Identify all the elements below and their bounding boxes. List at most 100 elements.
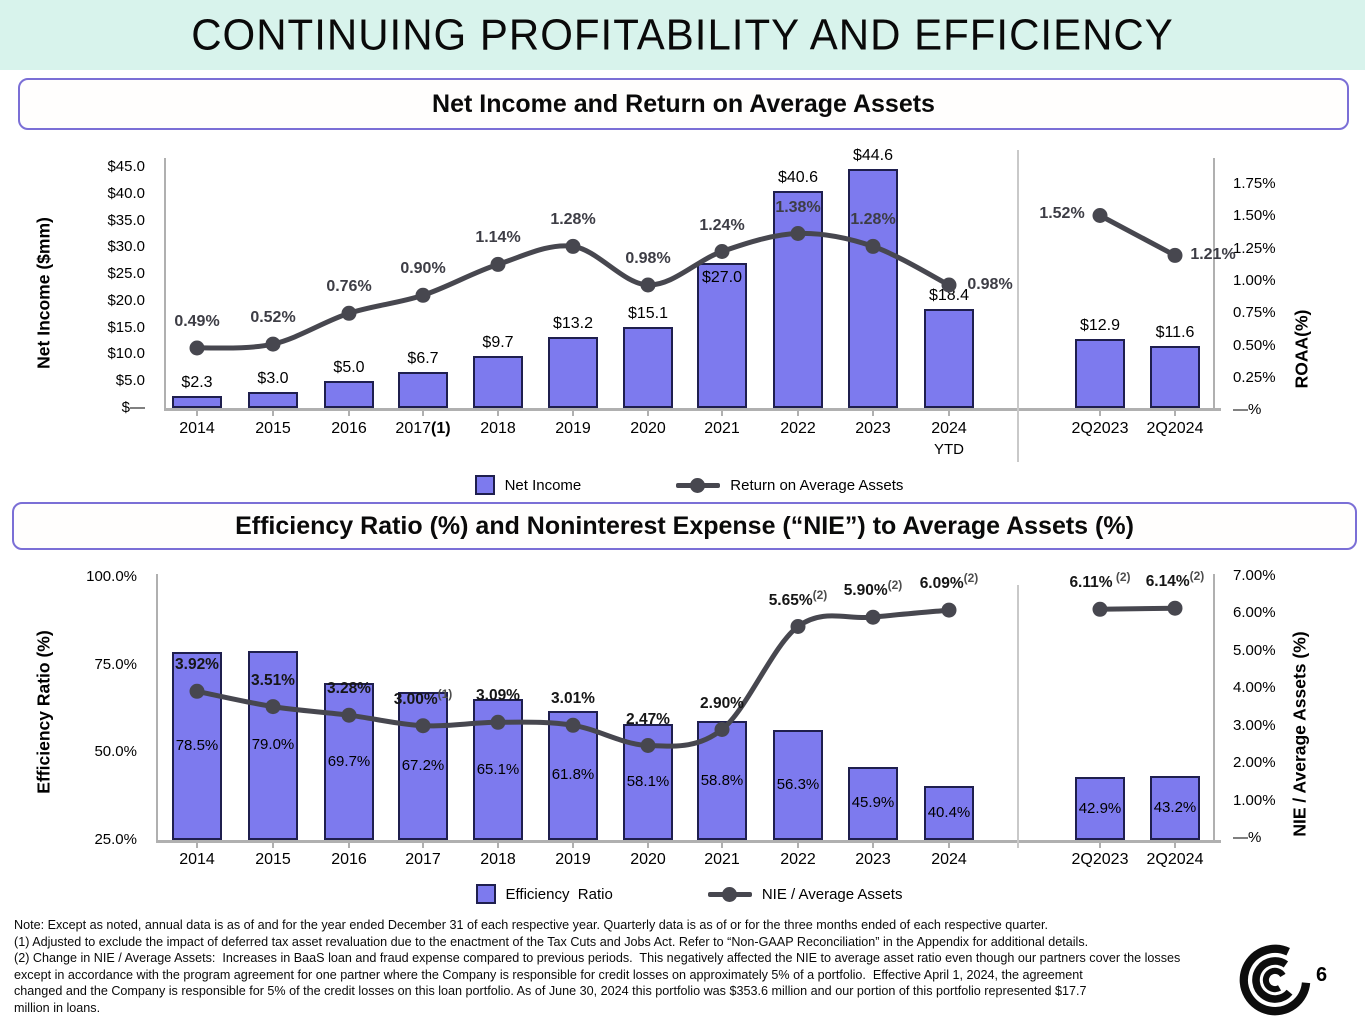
x-axis-tickmark [196, 842, 198, 848]
legend-item-efficiency-ratio: Efficiency Ratio [475, 884, 613, 904]
right-axis-line [1213, 574, 1215, 840]
x-axis-tickmark [497, 842, 499, 848]
x-axis-label: 2015 [255, 851, 291, 868]
line-value-label: 3.01% [551, 690, 595, 708]
line-value-label: 2.90% [700, 694, 744, 712]
x-axis-label: 2021 [704, 420, 740, 437]
data-point [189, 340, 205, 356]
line-value-label: 1.14% [475, 229, 521, 247]
x-axis-tickmark [196, 410, 198, 416]
bar-value-label: $5.0 [333, 359, 365, 377]
x-axis-tickmark [721, 410, 723, 416]
legend-label: NIE / Average Assets [761, 885, 903, 903]
y-axis-tick-label: $5.0 [115, 372, 145, 390]
note-line: Note: Except as noted, annual data is as… [14, 918, 1048, 932]
note-line: except in accordance with the program ag… [14, 967, 1083, 982]
right-axis-tick-label: 2.00% [1233, 754, 1276, 772]
line-value-label: 5.90%(2) [843, 578, 903, 600]
right-axis-tick-label: 0.25% [1233, 368, 1276, 386]
line-value-label: 0.52% [250, 309, 296, 327]
x-axis-tickmark [872, 410, 874, 416]
bar-value-label: 42.9% [1078, 799, 1122, 817]
x-axis-tickmark [272, 410, 274, 416]
legend-label: Return on Average Assets [730, 476, 904, 494]
y-axis-tick-label: 75.0% [94, 655, 137, 673]
bar-value-label: 78.5% [175, 737, 219, 755]
line-value-label: 3.09% [476, 687, 520, 705]
trend-line [1097, 605, 1178, 612]
line-value-label: 3.92% [175, 656, 219, 674]
right-axis-tick-label: 3.00% [1233, 716, 1276, 734]
y-axis-tick-label: $25.0 [107, 265, 145, 283]
data-point [341, 305, 357, 321]
bar [623, 327, 673, 408]
x-axis-tickmark [422, 842, 424, 848]
chart2-title-box: Efficiency Ratio (%) and Noninterest Exp… [12, 502, 1357, 550]
data-point [1092, 601, 1108, 617]
right-axis-tick-label: 4.00% [1233, 679, 1276, 697]
data-point [640, 277, 656, 293]
right-axis-tick-label: 1.00% [1233, 791, 1276, 809]
x-axis-label: 2016 [331, 420, 367, 437]
bar-value-label: 61.8% [551, 766, 595, 784]
x-axis-label: 2018 [480, 851, 516, 868]
annual-quarterly-separator [1017, 150, 1019, 462]
right-axis-tick-label: 7.00% [1233, 567, 1276, 584]
x-axis-tickmark [721, 842, 723, 848]
x-axis-tickmark [1099, 410, 1101, 416]
x-axis-tickmark [948, 410, 950, 416]
data-point [565, 238, 581, 254]
right-axis-tick-label: 6.00% [1233, 604, 1276, 622]
bar [324, 381, 374, 408]
data-point [415, 287, 431, 303]
bar-value-label: $11.6 [1155, 323, 1195, 341]
chart1-right-axis-title: ROAA(%) [1291, 309, 1312, 389]
line-value-label: 3.00%(1) [393, 686, 453, 708]
x-axis-label: 2014 [179, 851, 215, 868]
data-point [490, 256, 506, 272]
bar [1150, 345, 1200, 408]
x-axis-label: 2023 [855, 420, 891, 437]
bar-value-label: 65.1% [476, 760, 520, 778]
note-line: changed and the Company is responsible f… [14, 984, 1087, 999]
x-axis-baseline [156, 840, 1221, 843]
line-value-label: 1.28% [550, 211, 596, 229]
x-axis-tickmark [797, 410, 799, 416]
x-axis-tickmark [647, 410, 649, 416]
bar [924, 785, 974, 840]
x-axis-tickmark [348, 410, 350, 416]
bar-value-label: 58.1% [626, 772, 670, 790]
x-axis-label: 2020 [630, 851, 666, 868]
company-logo [1239, 944, 1311, 1016]
bar [1075, 777, 1125, 840]
legend-item-net-income: Net Income [474, 475, 581, 495]
x-axis-label: 2Q2023 [1071, 851, 1129, 868]
legend-item-roaa: Return on Average Assets [676, 477, 903, 494]
y-axis-tick-label: $35.0 [107, 211, 145, 229]
bar-value-label: 43.2% [1153, 799, 1197, 817]
right-axis-tick-label: —% [1233, 401, 1262, 419]
bar [248, 391, 298, 408]
line-value-label: 5.65%(2) [768, 587, 828, 609]
note-line: (1) Adjusted to exclude the impact of de… [14, 934, 1089, 949]
x-axis-tickmark [572, 410, 574, 416]
x-axis-label: 2Q2024 [1146, 420, 1204, 437]
x-axis-tickmark [272, 842, 274, 848]
x-axis-label: 2024 [931, 851, 967, 868]
bar-value-label: 58.8% [700, 771, 744, 789]
bar [172, 395, 222, 408]
page-number: 6 [1316, 964, 1328, 986]
y-axis-tick-label: 100.0% [86, 568, 137, 585]
right-axis-tick-label: 1.25% [1233, 239, 1276, 257]
line-value-label: 6.14%(2) [1145, 569, 1205, 591]
bar-value-label: $12.9 [1079, 316, 1121, 334]
line-marker-icon [707, 886, 752, 902]
line-value-label: 1.28% [850, 211, 896, 229]
x-axis-tickmark [948, 842, 950, 848]
x-axis-tickmark [572, 842, 574, 848]
right-axis-tick-label: 0.75% [1233, 304, 1276, 322]
x-axis-label: 2023 [855, 851, 891, 868]
y-axis-tick-label: $45.0 [107, 158, 145, 175]
y-axis-tick-label: $20.0 [107, 291, 145, 309]
data-point [790, 619, 806, 634]
